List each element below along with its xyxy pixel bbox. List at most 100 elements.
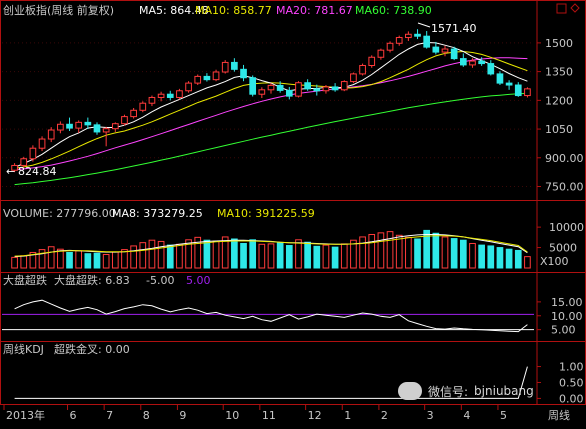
candle-body — [258, 89, 266, 95]
volume-bar — [331, 246, 339, 269]
price-header: 创业板指(周线 前复权) MA5: 864.48 MA10: 858.77 MA… — [3, 3, 432, 17]
volume-bar — [295, 239, 302, 269]
kdj-value: 超跌金叉: 0.00 — [54, 342, 130, 356]
x-tick-label: 6 — [70, 409, 77, 422]
candle-body — [441, 48, 449, 53]
ma5-label: MA5: 864.48 — [139, 4, 209, 17]
index-name: 创业板指(周线 前复权) — [3, 3, 114, 17]
watermark-id: bjniubang — [474, 384, 534, 398]
candle-body — [20, 158, 28, 166]
price-panel[interactable]: 1500 1350 1200 1050 900.00 750.00 1571.40 ← 8… — [2, 3, 584, 194]
period-label[interactable]: 周线 — [548, 408, 570, 422]
candle-body — [423, 35, 431, 48]
candle-body — [148, 96, 156, 104]
candle-body — [176, 90, 183, 98]
candle-body — [450, 48, 458, 60]
volume-bar — [405, 236, 412, 269]
volume-ma-lines — [14, 234, 528, 258]
price-tick-label: 900.00 — [545, 152, 584, 165]
price-annotations: 1571.40 ← 824.84 — [6, 22, 477, 178]
x-tick-label: 8 — [143, 409, 150, 422]
candle-body — [405, 33, 412, 39]
candle-body — [267, 84, 275, 91]
volume-bar — [350, 239, 357, 269]
candle-body — [194, 75, 202, 84]
volume-bar — [212, 240, 220, 269]
candle-body — [496, 73, 504, 84]
diamond-icon[interactable] — [570, 3, 580, 13]
candle-body — [313, 88, 321, 92]
candle-body — [221, 61, 229, 73]
candle-body — [57, 123, 64, 131]
price-tick-label: 1050 — [545, 123, 573, 136]
volume-bar — [20, 255, 28, 269]
volume-bar — [203, 239, 211, 269]
candle-body — [304, 82, 311, 90]
kdj-panel[interactable]: 1.00 0.50 0.00 周线KDJ 超跌金叉: 0.00 — [3, 342, 584, 405]
candle-body — [66, 123, 73, 129]
candle-body — [212, 71, 220, 81]
volume-bar — [304, 241, 311, 269]
watermark: 微信号: bjniubang — [398, 382, 534, 400]
candle-body — [11, 164, 18, 171]
candle-body — [121, 116, 128, 125]
kdj-axis-ticks: 1.00 0.50 0.00 — [537, 361, 584, 405]
candle-body — [487, 63, 495, 75]
ma10-line — [14, 50, 528, 169]
candle-body — [459, 58, 467, 66]
volume-bar — [368, 233, 376, 269]
volume-bar — [267, 243, 275, 269]
candle-body — [368, 56, 376, 66]
volume-bar — [194, 236, 202, 269]
volume-bar — [377, 232, 385, 269]
candle-body — [514, 84, 522, 97]
candle-body — [395, 37, 403, 44]
volume-bar — [313, 245, 321, 269]
candle-body — [38, 138, 46, 149]
candle-body — [102, 128, 110, 133]
x-tick-label: 11 — [262, 409, 276, 422]
volume-bar — [478, 244, 485, 269]
volume-bar — [322, 244, 330, 269]
price-tick-label: 1350 — [545, 66, 573, 79]
candle-body — [285, 89, 293, 97]
x-tick-label: 5 — [500, 409, 507, 422]
volume-bar — [121, 249, 128, 269]
candle-body — [524, 88, 531, 97]
kdj-lines — [14, 366, 528, 399]
volume-tick-label: 10000 — [549, 221, 584, 234]
volume-bars — [11, 229, 531, 269]
volume-bar — [441, 236, 449, 269]
ma20-label: MA20: 781.67 — [276, 4, 353, 17]
volume-bar — [505, 248, 513, 269]
volume-bar — [111, 251, 119, 269]
panel-button-icon[interactable] — [556, 3, 567, 14]
volume_ma10-line — [14, 235, 528, 257]
volume-bar — [432, 232, 440, 269]
x-tick-label: 7 — [106, 409, 113, 422]
candle-body — [249, 77, 257, 95]
candle-body — [478, 60, 485, 65]
time-axis: 2013年 6 7 8 9 10 11 12 1 2 3 4 5 — [3, 404, 507, 422]
volume-bar — [221, 236, 229, 269]
volume-ma10-label: MA10: 391225.59 — [217, 207, 315, 220]
volume-bar — [258, 243, 266, 269]
x-tick-label: 4 — [463, 409, 470, 422]
volume-bar — [176, 243, 183, 269]
candle-body — [47, 129, 55, 140]
volume-ma8-label: MA8: 373279.25 — [112, 207, 203, 220]
indicator-level-2: 5.00 — [186, 274, 211, 287]
volume-bar — [57, 248, 64, 269]
volume-bar — [157, 240, 165, 269]
candle-body — [75, 121, 83, 129]
panel-controls[interactable] — [556, 3, 580, 14]
kdj-line — [14, 366, 528, 399]
candle-body — [29, 147, 37, 160]
volume-bar — [524, 256, 531, 269]
